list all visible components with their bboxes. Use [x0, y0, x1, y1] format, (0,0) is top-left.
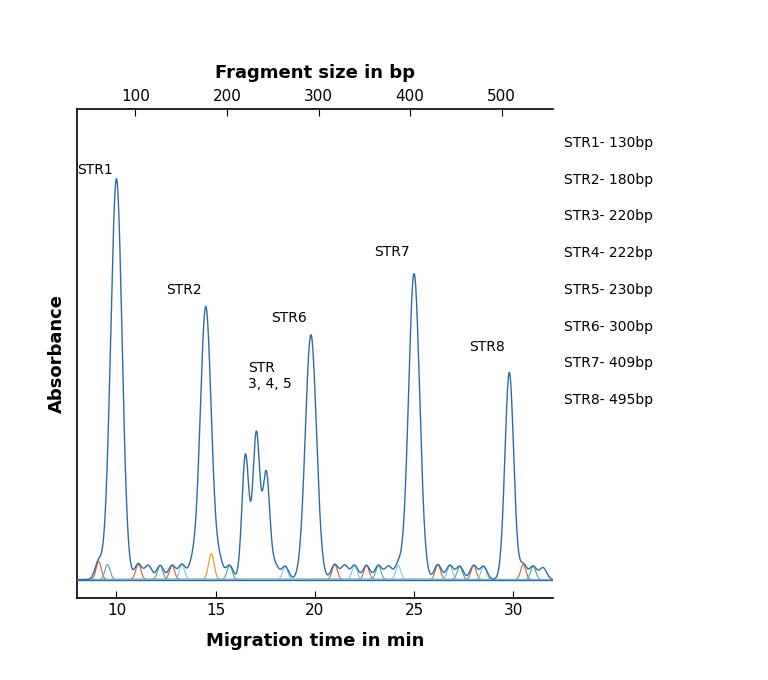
Y-axis label: Absorbance: Absorbance: [48, 294, 66, 413]
Text: STR7- 409bp: STR7- 409bp: [564, 356, 654, 371]
Text: STR8: STR8: [469, 339, 505, 354]
X-axis label: Fragment size in bp: Fragment size in bp: [215, 64, 415, 82]
Text: STR5- 230bp: STR5- 230bp: [564, 283, 654, 297]
Text: STR1- 130bp: STR1- 130bp: [564, 136, 654, 150]
Text: STR6- 300bp: STR6- 300bp: [564, 320, 654, 334]
Text: STR2: STR2: [166, 283, 202, 297]
Text: STR1: STR1: [77, 163, 113, 177]
Text: STR7: STR7: [375, 245, 410, 260]
Text: STR2- 180bp: STR2- 180bp: [564, 173, 654, 187]
Text: STR8- 495bp: STR8- 495bp: [564, 393, 654, 407]
Text: STR3- 220bp: STR3- 220bp: [564, 209, 654, 224]
Text: STR
3, 4, 5: STR 3, 4, 5: [248, 361, 292, 391]
Text: STR6: STR6: [271, 311, 307, 325]
X-axis label: Migration time in min: Migration time in min: [206, 632, 424, 650]
Text: STR4- 222bp: STR4- 222bp: [564, 246, 654, 260]
